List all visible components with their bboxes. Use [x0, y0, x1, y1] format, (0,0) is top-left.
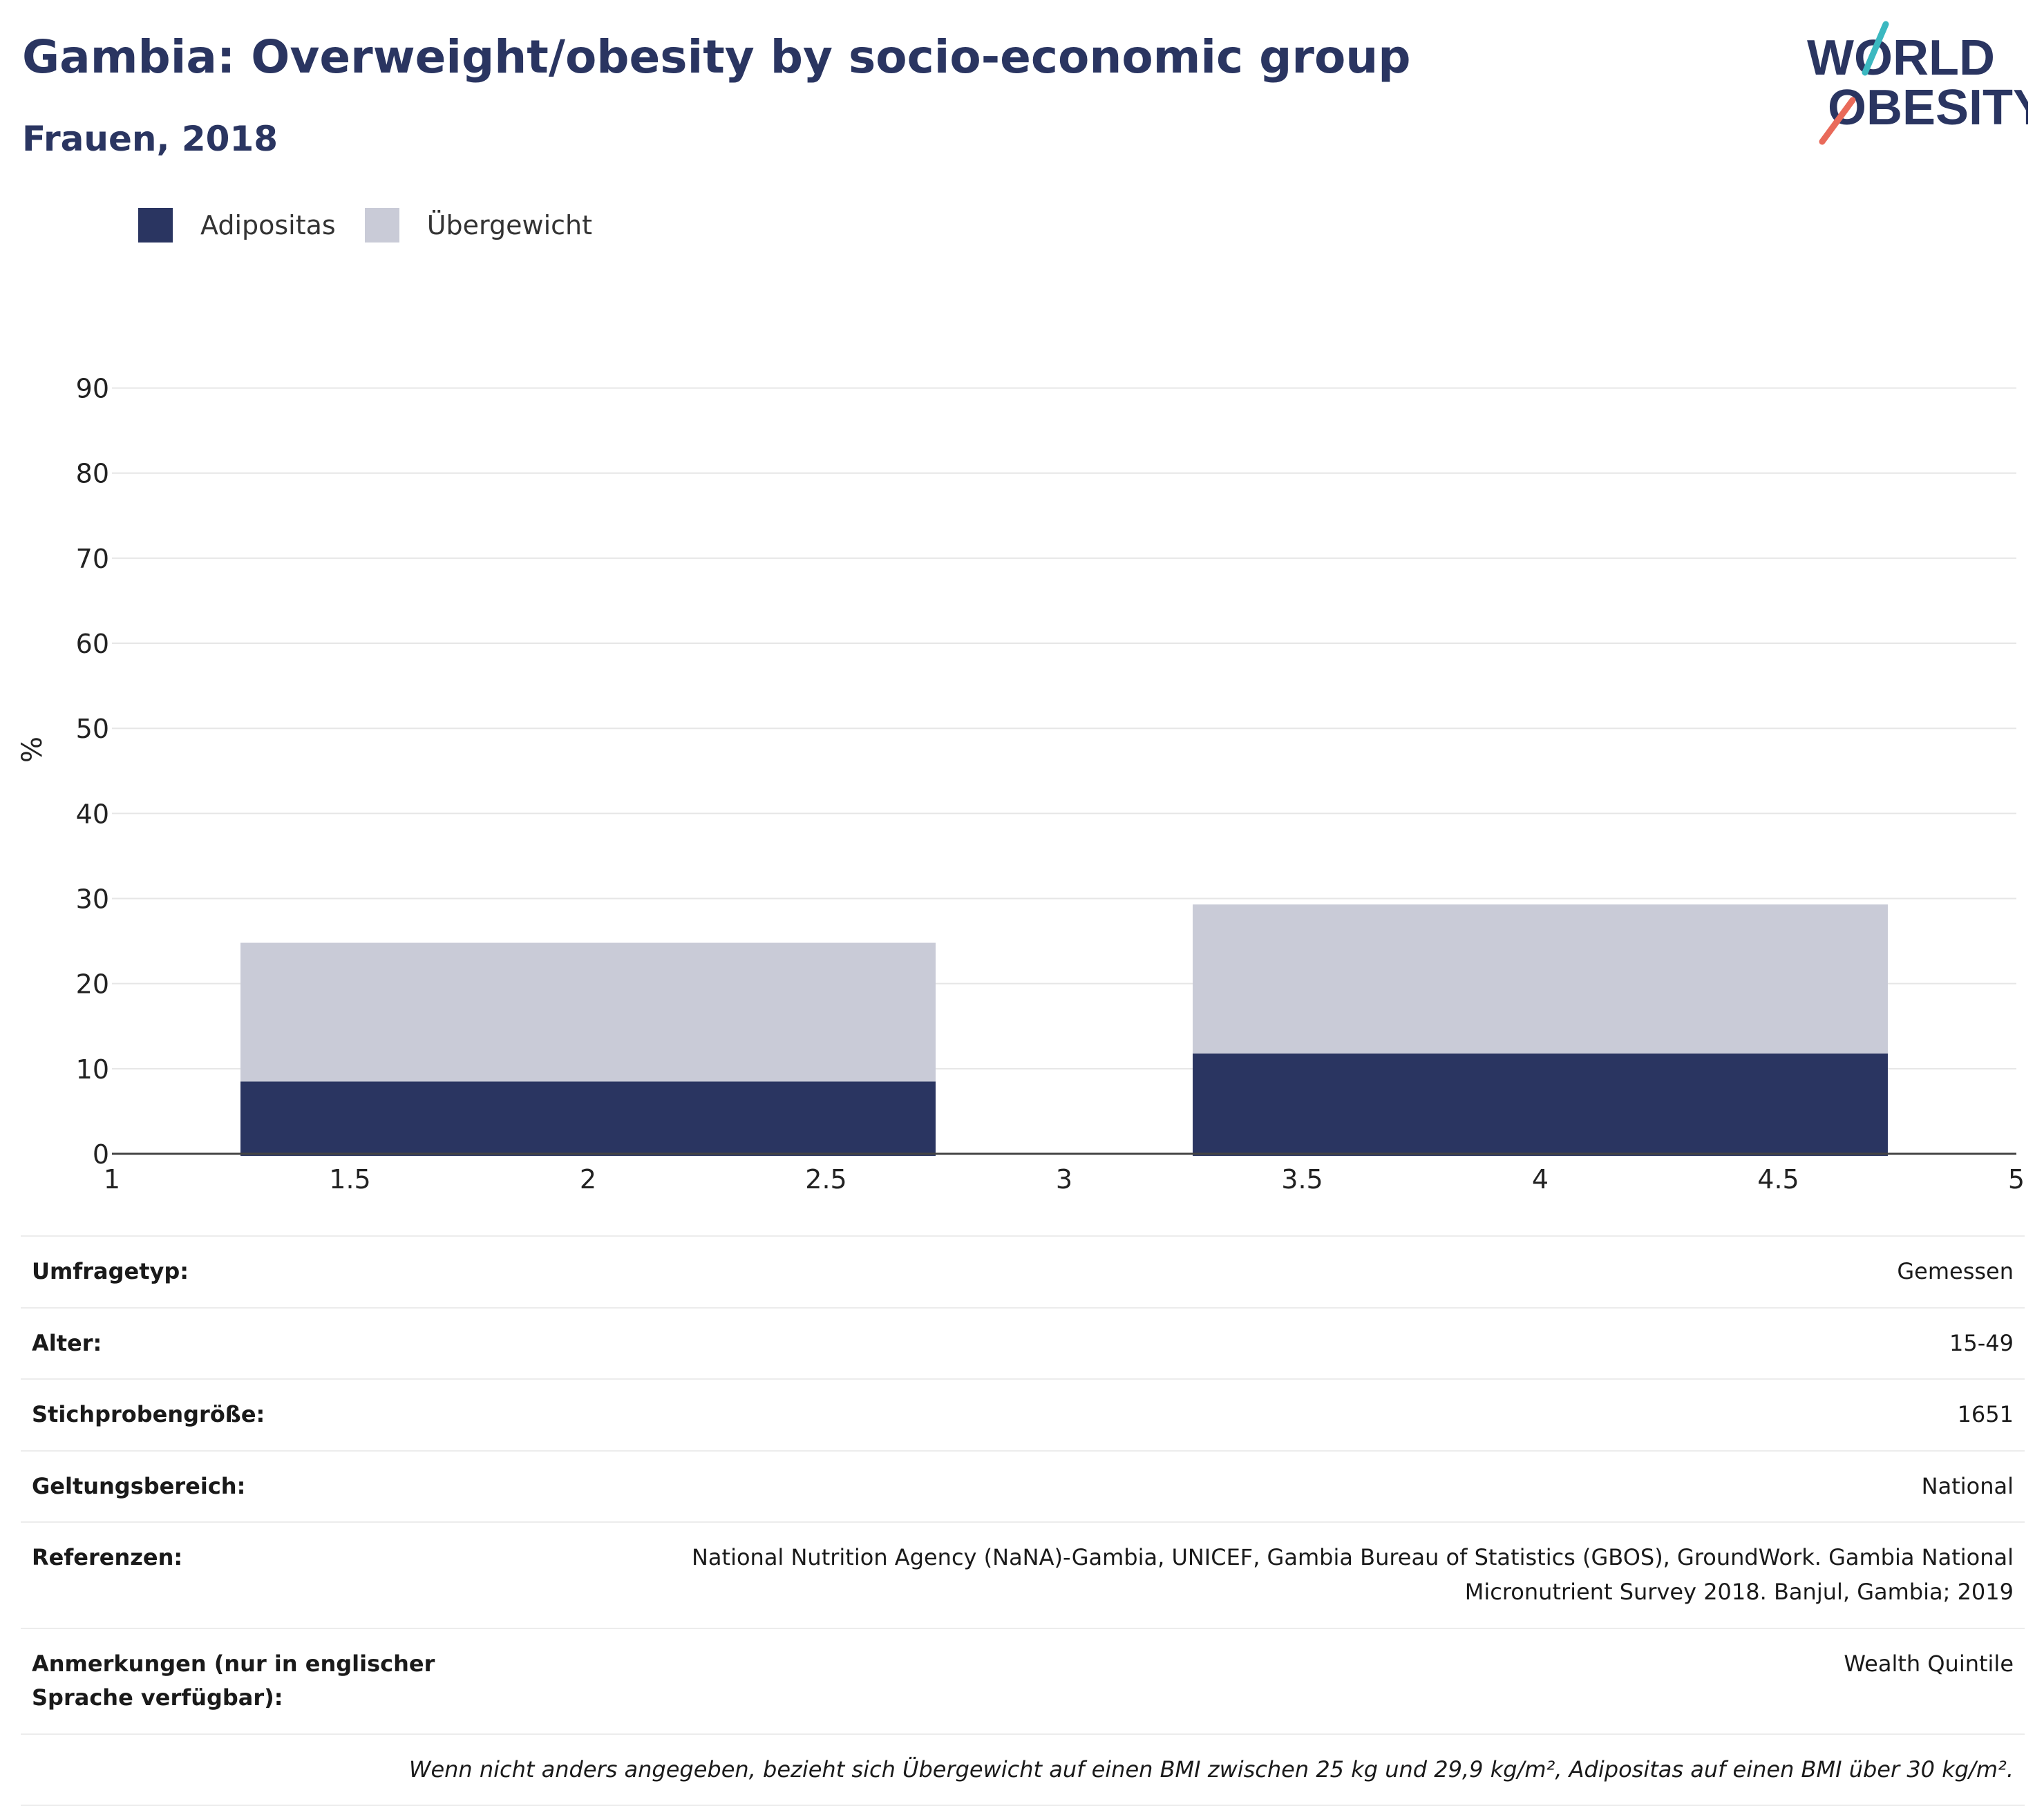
legend-swatch-uebergewicht [364, 208, 399, 243]
chart-bars [240, 904, 1888, 1156]
y-tick-label: 60 [76, 629, 109, 659]
y-tick-label: 80 [76, 459, 109, 489]
bar-chart: 0 10 20 30 40 50 60 70 80 90 1 1.5 2 2.5 3 3.5 4 4.5 5 % [17, 374, 2025, 1195]
logo-slash-top [1862, 21, 1889, 76]
legend-swatch-adipositas [138, 208, 173, 243]
y-axis-ticks: 0 10 20 30 40 50 60 70 80 90 [76, 374, 109, 1170]
page-subtitle: Frauen, 2018 [22, 119, 278, 159]
y-tick-label: 20 [76, 969, 109, 1000]
x-tick-label: 2 [580, 1164, 596, 1195]
info-row-key: Anmerkungen (nur in englischer Sprache v… [21, 1627, 527, 1734]
info-row-value: National Nutrition Agency (NaNA)-Gambia,… [527, 1521, 2025, 1628]
x-tick-label: 1.5 [329, 1164, 370, 1195]
legend-label-adipositas: Adipositas [200, 210, 336, 240]
logo-slash-bottom [1819, 97, 1856, 145]
legend-label-uebergewicht: Übergewicht [426, 210, 592, 240]
x-tick-label: 4 [1532, 1164, 1549, 1195]
survey-info-table: Umfragetyp: Gemessen Alter: 15-49 Stichprobe… [21, 1235, 2025, 1806]
chart-legend: Adipositas Übergewicht [138, 207, 621, 243]
info-row-value: National [527, 1449, 2025, 1523]
logo-line1: WORLD [1807, 30, 1995, 86]
info-row-key: Referenzen: [21, 1521, 527, 1628]
y-tick-label: 70 [76, 544, 109, 574]
x-tick-label: 3.5 [1281, 1164, 1323, 1195]
info-row-key: Geltungsbereich: [21, 1449, 527, 1523]
info-row: Alter: 15-49 [21, 1306, 2025, 1380]
info-row-key: Alter: [21, 1306, 527, 1380]
page-title: Gambia: Overweight/obesity by socio-econ… [22, 30, 1411, 84]
footnote-row: Wenn nicht anders angegeben, bezieht sic… [21, 1733, 2025, 1806]
y-tick-label: 30 [76, 884, 109, 915]
x-axis-ticks: 1 1.5 2 2.5 3 3.5 4 4.5 5 [104, 1164, 2025, 1195]
y-tick-label: 10 [76, 1054, 109, 1085]
logo-line2: OBESITY [1828, 80, 2028, 135]
info-row-value: 1651 [527, 1378, 2025, 1451]
y-axis-label: % [17, 736, 48, 763]
bar-segment-uebergewicht-1[interactable] [240, 942, 936, 1082]
y-tick-label: 90 [76, 374, 109, 404]
info-row: Anmerkungen (nur in englischer Sprache v… [21, 1627, 2025, 1734]
y-tick-label: 50 [76, 714, 109, 744]
info-row-value: Gemessen [527, 1235, 2025, 1308]
y-tick-label: 40 [76, 799, 109, 829]
bar-segment-uebergewicht-2[interactable] [1193, 904, 1888, 1054]
legend-item-adipositas[interactable]: Adipositas [138, 208, 336, 243]
y-tick-label: 0 [93, 1139, 109, 1170]
x-tick-label: 1 [104, 1164, 120, 1195]
bar-segment-adipositas-1[interactable] [240, 1081, 936, 1156]
info-row: Geltungsbereich: National [21, 1449, 2025, 1523]
info-row-key: Umfragetyp: [21, 1235, 527, 1308]
legend-item-uebergewicht[interactable]: Übergewicht [364, 208, 592, 243]
info-row-value: 15-49 [527, 1306, 2025, 1380]
x-tick-label: 3 [1056, 1164, 1072, 1195]
info-row-key: Stichprobengröße: [21, 1378, 527, 1451]
x-tick-label: 5 [2008, 1164, 2025, 1195]
footnote: Wenn nicht anders angegeben, bezieht sic… [21, 1733, 2025, 1806]
world-obesity-logo: WORLD OBESITY [1807, 21, 2028, 145]
bar-segment-adipositas-2[interactable] [1193, 1053, 1888, 1156]
info-row: Umfragetyp: Gemessen [21, 1235, 2025, 1308]
info-row-value: Wealth Quintile [527, 1627, 2025, 1734]
x-tick-label: 4.5 [1757, 1164, 1799, 1195]
info-row: Referenzen: National Nutrition Agency (Na… [21, 1521, 2025, 1628]
info-row: Stichprobengröße: 1651 [21, 1378, 2025, 1451]
x-tick-label: 2.5 [805, 1164, 846, 1195]
